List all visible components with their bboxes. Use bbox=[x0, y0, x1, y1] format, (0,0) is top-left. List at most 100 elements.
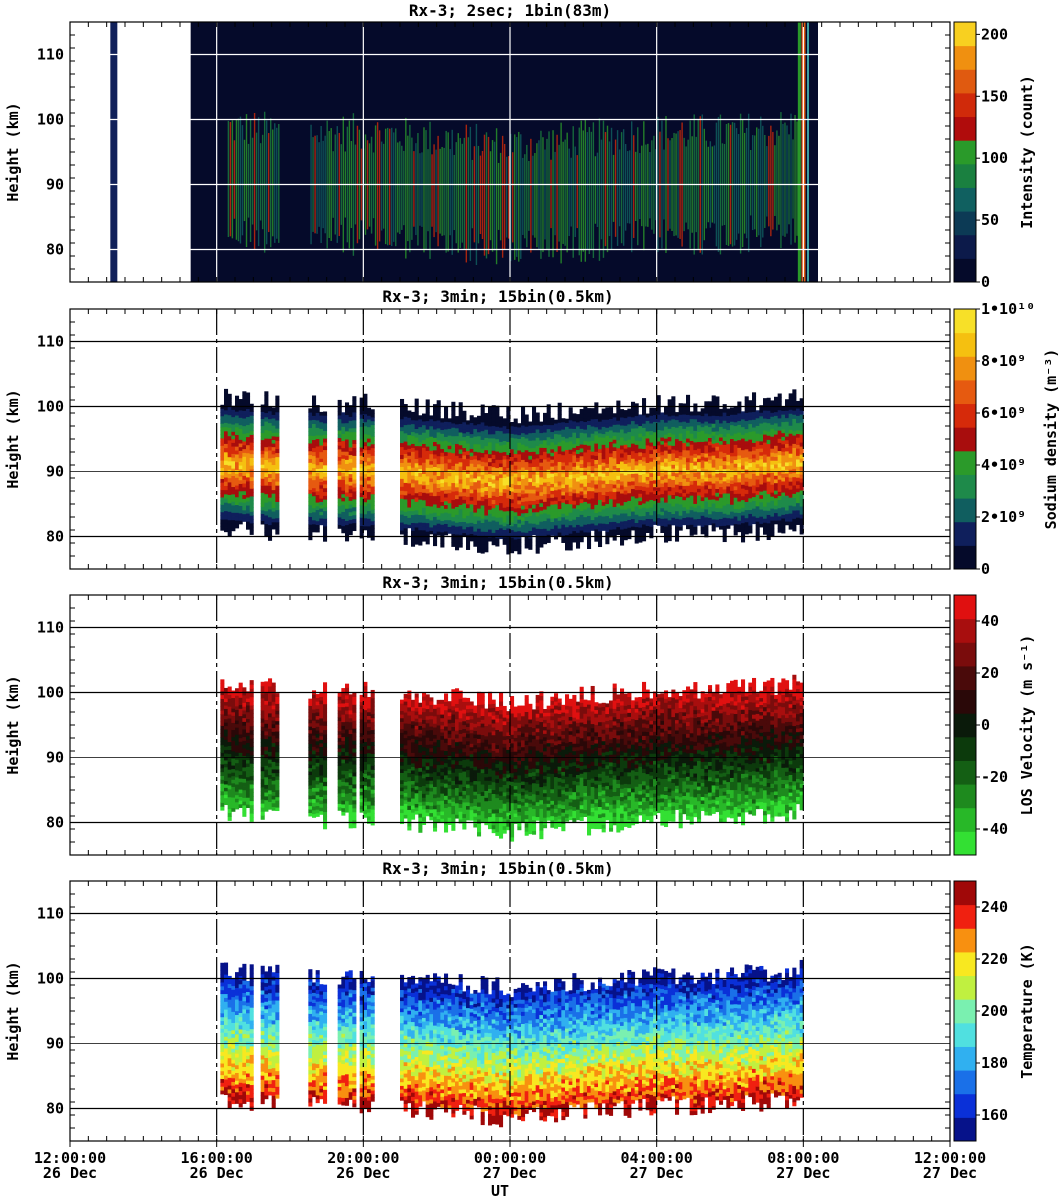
heatmap-cell bbox=[546, 440, 551, 446]
heatmap-cell bbox=[539, 539, 544, 544]
heatmap-cell bbox=[689, 487, 694, 493]
heatmap-cell bbox=[546, 465, 551, 470]
heatmap-cell bbox=[480, 487, 485, 493]
heatmap-cell bbox=[587, 428, 592, 434]
heatmap-cell bbox=[411, 463, 416, 468]
heatmap-cell bbox=[268, 536, 273, 541]
heatmap-cell bbox=[682, 414, 687, 419]
heatmap-cell bbox=[634, 432, 639, 437]
heatmap-cell bbox=[231, 471, 236, 477]
heatmap-cell bbox=[660, 426, 665, 431]
heatmap-cell bbox=[238, 494, 243, 499]
intensity-streak bbox=[463, 137, 466, 249]
heatmap-cell bbox=[601, 462, 606, 467]
heatmap-cell bbox=[763, 522, 768, 527]
heatmap-cell bbox=[656, 429, 661, 434]
heatmap-cell bbox=[224, 401, 229, 407]
heatmap-cell bbox=[341, 508, 346, 512]
heatmap-cell bbox=[715, 503, 720, 509]
heatmap-cell bbox=[227, 414, 232, 420]
heatmap-cell bbox=[689, 520, 694, 525]
intensity-streak bbox=[461, 143, 463, 243]
intensity-streak bbox=[231, 120, 234, 239]
heatmap-cell bbox=[422, 421, 427, 426]
heatmap-cell bbox=[748, 451, 753, 456]
heatmap-cell bbox=[440, 418, 445, 423]
heatmap-cell bbox=[440, 475, 445, 480]
intensity-streak bbox=[372, 152, 375, 219]
heatmap-cell bbox=[730, 504, 735, 509]
heatmap-cell bbox=[403, 478, 408, 483]
heatmap-cell bbox=[609, 430, 614, 435]
heatmap-cell bbox=[627, 443, 632, 448]
heatmap-cell bbox=[473, 523, 478, 528]
heatmap-cell bbox=[532, 493, 537, 498]
heatmap-cell bbox=[524, 457, 529, 463]
heatmap-cell bbox=[667, 499, 672, 504]
heatmap-cell bbox=[506, 528, 511, 533]
intensity-streak bbox=[741, 119, 744, 248]
intensity-streak bbox=[572, 126, 574, 258]
heatmap-cell bbox=[539, 428, 544, 434]
heatmap-cell bbox=[466, 431, 471, 436]
heatmap-cell bbox=[532, 474, 537, 479]
heatmap-cell bbox=[447, 499, 452, 504]
heatmap-cell bbox=[341, 525, 346, 530]
heatmap-cell bbox=[565, 507, 570, 512]
heatmap-cell bbox=[440, 539, 445, 544]
heatmap-cell bbox=[623, 490, 628, 495]
heatmap-cell bbox=[348, 485, 353, 490]
heatmap-cell bbox=[480, 531, 485, 537]
heatmap-cell bbox=[678, 436, 683, 441]
heatmap-cell bbox=[620, 421, 625, 426]
heatmap-cell bbox=[532, 436, 537, 441]
heatmap-cell bbox=[660, 419, 665, 424]
heatmap-cell bbox=[323, 510, 328, 515]
heatmap-cell bbox=[308, 504, 313, 510]
heatmap-cell bbox=[532, 523, 537, 528]
heatmap-cell bbox=[671, 490, 676, 496]
heatmap-cell bbox=[495, 422, 500, 427]
heatmap-cell bbox=[590, 451, 595, 456]
heatmap-cell bbox=[429, 527, 434, 531]
heatmap-cell bbox=[667, 403, 672, 409]
heatmap-cell bbox=[363, 413, 368, 419]
intensity-streak bbox=[590, 131, 593, 249]
heatmap-cell bbox=[733, 467, 738, 472]
heatmap-cell bbox=[271, 496, 276, 501]
heatmap-cell bbox=[275, 477, 280, 482]
heatmap-cell bbox=[675, 465, 680, 470]
heatmap-cell bbox=[748, 529, 753, 534]
heatmap-cell bbox=[235, 477, 240, 482]
heatmap-cell bbox=[660, 529, 665, 533]
heatmap-cell bbox=[224, 397, 229, 402]
heatmap-cell bbox=[422, 454, 427, 460]
heatmap-cell bbox=[748, 505, 753, 511]
heatmap-cell bbox=[733, 425, 738, 430]
heatmap-cell bbox=[513, 422, 518, 427]
intensity-streak bbox=[626, 151, 629, 224]
heatmap-cell bbox=[671, 464, 676, 469]
heatmap-cell bbox=[708, 401, 713, 406]
heatmap-cell bbox=[495, 447, 500, 452]
heatmap-cell bbox=[418, 487, 423, 493]
heatmap-cell bbox=[495, 508, 500, 514]
intensity-streak bbox=[255, 132, 258, 231]
heatmap-cell bbox=[480, 474, 485, 480]
heatmap-cell bbox=[440, 437, 445, 442]
heatmap-cell bbox=[598, 464, 603, 469]
heatmap-cell bbox=[260, 471, 265, 476]
heatmap-cell bbox=[488, 517, 493, 522]
heatmap-cell bbox=[752, 519, 757, 525]
heatmap-cell bbox=[550, 480, 555, 484]
heatmap-cell bbox=[521, 440, 526, 445]
heatmap-cell bbox=[605, 451, 610, 456]
heatmap-cell bbox=[649, 530, 654, 535]
heatmap-cell bbox=[312, 527, 317, 533]
intensity-streak bbox=[530, 138, 532, 253]
heatmap-cell bbox=[700, 485, 705, 490]
heatmap-cell bbox=[546, 501, 551, 507]
heatmap-cell bbox=[436, 471, 441, 477]
intensity-streak bbox=[616, 130, 619, 246]
heatmap-cell bbox=[752, 411, 757, 416]
